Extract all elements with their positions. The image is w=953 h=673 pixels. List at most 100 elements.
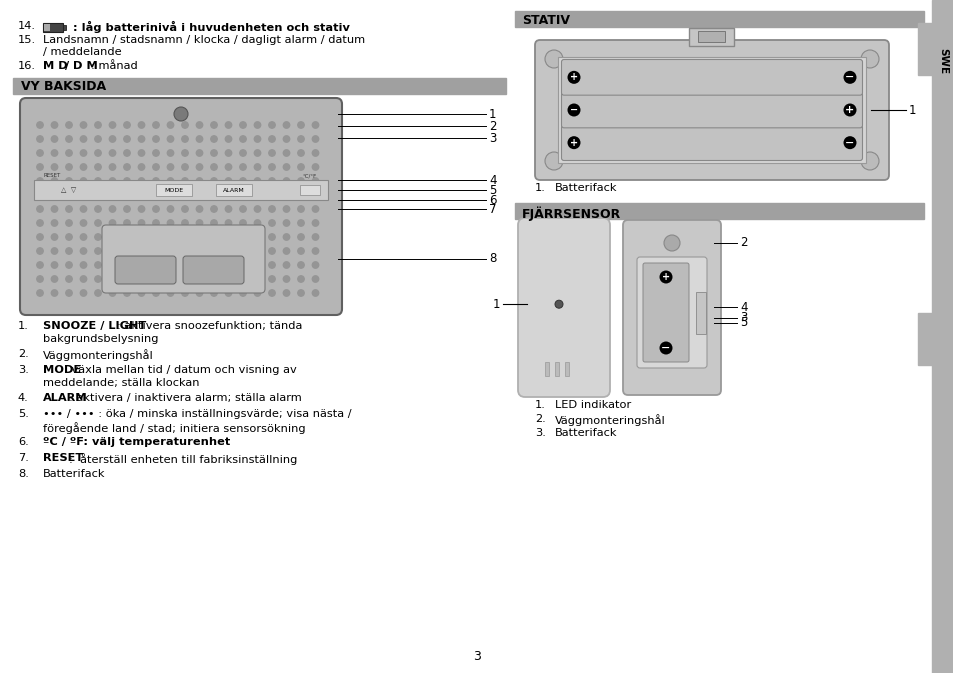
Circle shape [152,122,159,128]
Circle shape [659,341,672,355]
Circle shape [94,122,101,128]
Text: SWE: SWE [937,48,947,74]
Circle shape [225,178,232,184]
Circle shape [225,122,232,128]
Circle shape [94,276,101,282]
Circle shape [225,136,232,142]
Text: 4.: 4. [18,393,29,403]
Text: △  ▽: △ ▽ [61,187,76,193]
Circle shape [173,107,188,121]
Circle shape [37,122,43,128]
FancyBboxPatch shape [561,59,862,95]
Circle shape [51,122,57,128]
Bar [215,184,252,196]
Circle shape [80,276,87,282]
Circle shape [182,220,188,226]
Circle shape [269,206,274,212]
Text: 3.: 3. [18,365,29,375]
FancyBboxPatch shape [115,256,175,284]
Text: +: + [844,105,854,115]
Circle shape [167,290,173,296]
Circle shape [254,178,260,184]
Circle shape [66,164,72,170]
Circle shape [254,192,260,199]
Circle shape [269,164,274,170]
Bar [34,180,328,200]
Text: Väggmonteringshål: Väggmonteringshål [43,349,153,361]
Bar [696,291,705,334]
Circle shape [37,220,43,226]
Circle shape [152,276,159,282]
Circle shape [124,262,130,269]
Text: M D: M D [43,61,68,71]
FancyBboxPatch shape [642,263,688,362]
Circle shape [842,104,856,116]
Circle shape [225,262,232,269]
Circle shape [297,178,304,184]
Text: : växla mellan tid / datum och visning av: : växla mellan tid / datum och visning a… [64,365,296,375]
Circle shape [94,136,101,142]
Circle shape [138,234,145,240]
Circle shape [196,220,202,226]
Circle shape [37,276,43,282]
Circle shape [80,234,87,240]
Text: 7: 7 [489,203,496,215]
Circle shape [196,262,202,269]
Circle shape [225,290,232,296]
Circle shape [66,192,72,199]
Text: Batterifack: Batterifack [43,469,106,479]
Circle shape [37,150,43,156]
Circle shape [312,136,318,142]
Circle shape [861,152,878,170]
Circle shape [312,234,318,240]
Circle shape [211,122,217,128]
Circle shape [239,150,246,156]
Text: LED indikator: LED indikator [555,400,631,410]
Circle shape [312,248,318,254]
Circle shape [567,71,579,84]
Circle shape [80,150,87,156]
Circle shape [66,276,72,282]
Circle shape [211,164,217,170]
Bar [931,0,953,673]
Circle shape [94,164,101,170]
Text: MODE: MODE [164,188,183,192]
Circle shape [182,290,188,296]
Circle shape [66,220,72,226]
Circle shape [138,192,145,199]
Text: 8.: 8. [18,469,29,479]
FancyBboxPatch shape [20,98,341,315]
Circle shape [51,150,57,156]
FancyBboxPatch shape [517,218,609,397]
Circle shape [239,234,246,240]
Circle shape [544,50,562,68]
Circle shape [66,262,72,269]
Circle shape [312,164,318,170]
Circle shape [269,290,274,296]
Circle shape [167,150,173,156]
FancyBboxPatch shape [102,225,265,293]
Circle shape [269,192,274,199]
Text: −: − [844,72,854,82]
Circle shape [567,104,579,116]
Text: MODE: MODE [43,365,81,375]
Circle shape [152,178,159,184]
Circle shape [182,150,188,156]
Bar [917,23,931,75]
Circle shape [138,122,145,128]
Circle shape [283,136,290,142]
Circle shape [269,150,274,156]
Text: ••• / ••• : öka / minska inställningsvärde; visa nästa /: ••• / ••• : öka / minska inställningsvär… [43,409,352,419]
Text: 3: 3 [740,311,746,324]
Circle shape [283,262,290,269]
Circle shape [37,192,43,199]
Circle shape [80,206,87,212]
Circle shape [124,136,130,142]
Circle shape [94,178,101,184]
Circle shape [239,192,246,199]
Circle shape [269,220,274,226]
Text: Väggmonteringshål: Väggmonteringshål [555,414,665,426]
Text: / meddelande: / meddelande [43,47,121,57]
Circle shape [269,262,274,269]
Text: 15.: 15. [18,35,36,45]
